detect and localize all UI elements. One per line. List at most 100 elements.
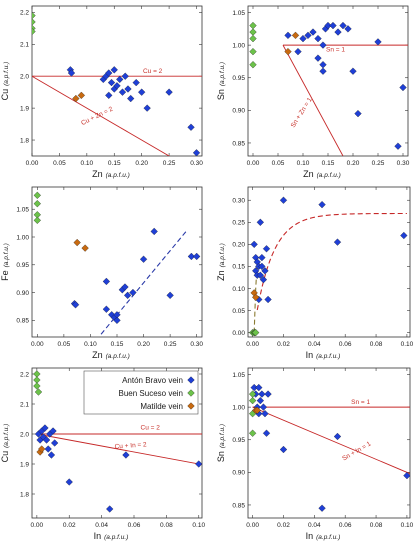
y-tick-label: 0.25 xyxy=(232,220,245,227)
data-point xyxy=(187,252,196,261)
data-point xyxy=(65,478,73,486)
data-point xyxy=(349,67,357,75)
y-axis-label: Sn (a.p.f.u.) xyxy=(216,62,226,100)
x-axis-label: Zn (a.p.f.u.) xyxy=(92,350,130,360)
data-point xyxy=(33,216,41,224)
x-axis-label-unit: (a.p.f.u.) xyxy=(316,353,340,360)
data-point xyxy=(71,301,80,309)
x-tick-label: 0.00 xyxy=(247,160,260,167)
data-point xyxy=(374,38,382,46)
x-tick-label: 0.02 xyxy=(63,522,76,529)
line-annotation: Sn = 1 xyxy=(326,47,345,54)
data-point xyxy=(81,244,89,252)
data-point xyxy=(121,72,129,80)
data-point xyxy=(264,390,272,398)
x-tick-label: 0.00 xyxy=(31,522,44,529)
x-tick-label: 0.10 xyxy=(192,522,205,529)
y-axis-label: Cu (a.p.f.u.) xyxy=(0,62,10,101)
x-tick-label: 0.20 xyxy=(137,341,150,348)
x-axis-label: Zn (a.p.f.u.) xyxy=(92,169,130,179)
y-tick-label: 1.00 xyxy=(16,234,29,241)
data-point xyxy=(110,66,118,74)
data-point xyxy=(248,396,257,405)
reference-line xyxy=(32,75,170,156)
data-point xyxy=(249,48,257,56)
data-point xyxy=(150,227,158,236)
y-tick-label: 1.8 xyxy=(20,491,29,498)
data-point xyxy=(344,25,352,33)
data-point xyxy=(329,21,337,30)
data-point xyxy=(41,424,49,432)
x-tick-label: 0.30 xyxy=(397,160,410,167)
x-tick-label: 0.00 xyxy=(246,522,259,529)
x-axis-label: Zn (a.p.f.u.) xyxy=(303,169,341,179)
data-point xyxy=(318,200,326,209)
data-point xyxy=(138,88,146,96)
line-annotation: Cu = 2 xyxy=(141,425,161,432)
y-axis-label-unit: (a.p.f.u.) xyxy=(219,243,226,267)
x-tick-label: 0.30 xyxy=(190,160,203,167)
data-point xyxy=(34,388,43,396)
y-tick-label: 0.85 xyxy=(232,140,245,147)
x-tick-label: 0.10 xyxy=(401,522,414,529)
x-tick-label: 0.04 xyxy=(308,522,321,529)
line-annotation: Cu = 2 xyxy=(143,68,163,75)
data-point xyxy=(294,48,302,56)
line-annotation: Cu + In = 2 xyxy=(114,441,147,450)
data-point xyxy=(249,34,257,43)
y-tick-label: 1.9 xyxy=(20,461,29,468)
data-point xyxy=(32,18,36,26)
data-point xyxy=(250,240,258,249)
data-point xyxy=(284,48,292,56)
data-point xyxy=(279,445,288,454)
y-tick-label: 2.2 xyxy=(20,371,29,378)
reference-line xyxy=(282,44,344,156)
x-tick-label: 0.05 xyxy=(58,341,71,348)
legend-box xyxy=(83,370,199,415)
x-tick-label: 0.06 xyxy=(339,341,352,348)
data-point xyxy=(256,271,264,279)
data-point xyxy=(264,295,272,304)
data-point xyxy=(33,200,41,208)
x-tick-label: 0.20 xyxy=(347,160,360,167)
y-axis-label-unit: (a.p.f.u.) xyxy=(219,62,226,86)
legend-marker xyxy=(187,402,195,410)
data-point xyxy=(333,432,342,441)
y-tick-label: 0.85 xyxy=(16,318,29,325)
y-tick-label: 1.05 xyxy=(16,207,29,214)
data-point xyxy=(394,142,402,150)
data-point xyxy=(192,149,201,156)
x-tick-label: 0.02 xyxy=(277,522,290,529)
x-axis-label-unit: (a.p.f.u.) xyxy=(104,534,128,541)
data-point xyxy=(121,283,129,291)
x-tick-label: 0.00 xyxy=(246,341,259,348)
panel-6: 0.00 0.02 0.04 0.06 0.08 0.10 0.85 0.90 0.95 1.00… xyxy=(216,367,414,541)
data-point xyxy=(51,439,59,447)
x-axis-label-unit: (a.p.f.u.) xyxy=(106,172,130,179)
data-point xyxy=(262,245,271,253)
x-tick-label: 0.05 xyxy=(53,160,66,167)
data-point xyxy=(165,88,173,96)
x-tick-label: 0.08 xyxy=(370,522,383,529)
plot-area xyxy=(248,383,410,512)
y-tick-label: 0.90 xyxy=(232,108,245,115)
y-axis-label-unit: (a.p.f.u.) xyxy=(3,62,10,86)
x-axis-label: In (a.p.f.u.) xyxy=(306,350,341,360)
data-point xyxy=(324,21,332,30)
data-point xyxy=(252,293,260,301)
plot-frame xyxy=(31,5,203,157)
data-point xyxy=(42,436,51,444)
data-point xyxy=(256,396,264,405)
y-tick-label: 0.15 xyxy=(232,264,245,271)
data-point xyxy=(73,238,81,247)
x-tick-label: 0.25 xyxy=(163,160,176,167)
y-axis-label: Sn (a.p.f.u.) xyxy=(216,424,226,462)
x-axis-label-name: In xyxy=(94,531,102,541)
data-point xyxy=(259,403,268,411)
data-point xyxy=(72,94,80,103)
data-point xyxy=(32,11,36,20)
data-point xyxy=(127,94,135,103)
plot-area xyxy=(33,191,201,335)
x-tick-label: 0.10 xyxy=(81,160,94,167)
